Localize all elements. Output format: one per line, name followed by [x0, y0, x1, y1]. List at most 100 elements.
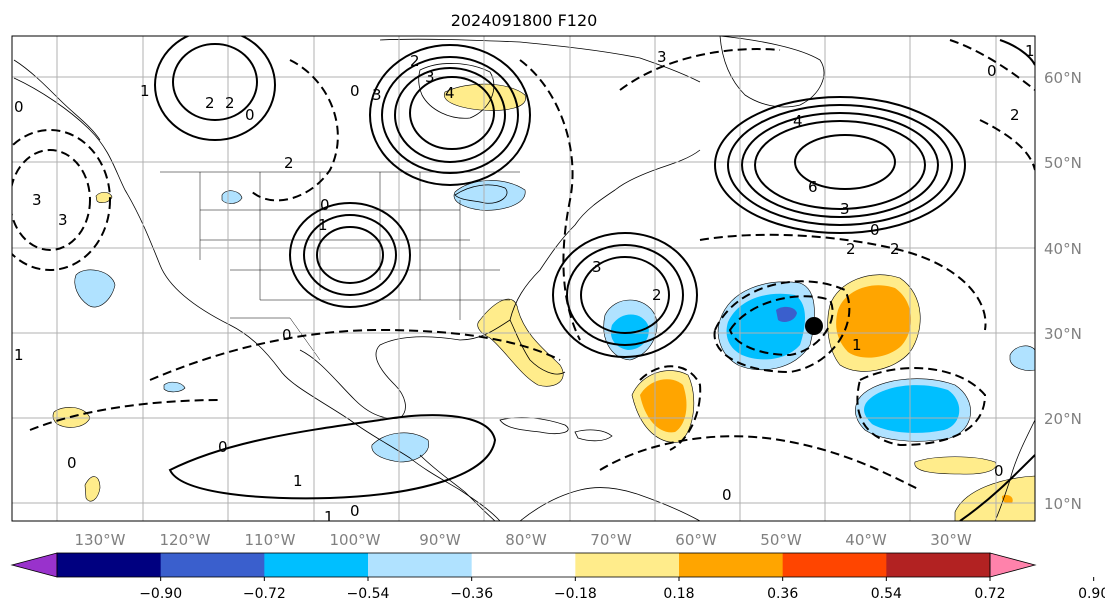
- colorbar-tick-label: −0.90: [139, 586, 182, 602]
- contour-label: 2: [846, 240, 856, 258]
- negative-anomaly-east-edge: [1009, 345, 1035, 371]
- contour-label: 0: [987, 62, 997, 80]
- contour-high-ring-2: [727, 104, 953, 226]
- contour-mid-atlantic: [699, 233, 987, 331]
- contour-atlantic-ring-3: [580, 256, 670, 334]
- longitude-label: 130°W: [75, 531, 126, 549]
- us-state-lines-vertical: [199, 172, 461, 320]
- contour-label: 0: [282, 326, 292, 344]
- colorbar-tick-label: 0.36: [767, 586, 798, 602]
- latitude-label: 30°N: [1044, 325, 1082, 343]
- contour-storm-2: [713, 280, 851, 374]
- negative-anomaly-subtropical-atlantic-core: [864, 385, 960, 433]
- colorbar-tick-label: −0.72: [243, 586, 286, 602]
- contour-high-ring-3: [741, 112, 939, 218]
- longitude-label: 70°W: [590, 531, 632, 549]
- central-america: [419, 454, 496, 521]
- contour-label: 0: [350, 82, 360, 100]
- contour-label: 0: [218, 438, 228, 456]
- longitude-label: 40°W: [845, 531, 887, 549]
- colorbar-segment: [160, 553, 265, 577]
- latitude-label: 60°N: [1044, 69, 1082, 87]
- hispaniola: [574, 429, 613, 442]
- colorbar-segment: [368, 553, 473, 577]
- contour-label: 0: [870, 221, 880, 239]
- longitude-label: 120°W: [160, 531, 211, 549]
- gridlines: [12, 36, 1035, 521]
- gulf-of-mexico-coast: [299, 319, 566, 419]
- contour-label-group: 2 2 1 0 3 4 2 3 0 1 4 6 3 0 2 2 3 2 1 0 …: [14, 42, 1035, 526]
- contour-hudson-ring-2: [381, 56, 519, 174]
- colorbar-segment: [57, 553, 162, 577]
- colorbar-tick-label: −0.54: [347, 586, 390, 602]
- colorbar-tick-label: 0.72: [974, 586, 1005, 602]
- contour-label: 2: [225, 94, 235, 112]
- contour-ne-dashed: [949, 39, 1035, 91]
- colorbar-segment: [679, 553, 784, 577]
- east-coast: [509, 149, 701, 321]
- contour-label: 3: [657, 48, 667, 66]
- contour-label: 2: [410, 52, 420, 70]
- colorbar-segment: [575, 553, 680, 577]
- colorbar-tick-label: −0.18: [554, 586, 597, 602]
- longitude-label: 100°W: [330, 531, 381, 549]
- contour-pacific-tropical: [168, 414, 497, 500]
- contour-gulf: [149, 328, 561, 381]
- contour-label: 0: [67, 454, 77, 472]
- negative-anomaly-mid-atlantic-center: [776, 306, 797, 322]
- contour-africa: [959, 454, 1035, 521]
- map-area: 2 2 1 0 3 4 2 3 0 1 4 6 3 0 2 2 3 2 1 0 …: [12, 36, 1035, 526]
- longitude-label: 30°W: [930, 531, 972, 549]
- longitude-label: 90°W: [419, 531, 461, 549]
- contour-plains-ring-1: [289, 202, 411, 308]
- contour-label: 6: [808, 178, 818, 196]
- contour-label: 0: [320, 196, 330, 214]
- map-frame: [11, 35, 1036, 522]
- negative-anomaly-pacific: [74, 269, 116, 308]
- latitude-label: 40°N: [1044, 240, 1082, 258]
- contour-nw-ring-1: [154, 36, 276, 141]
- contour-label: 1: [140, 82, 150, 100]
- contour-label: 3: [372, 86, 382, 104]
- contour-label: 1: [14, 346, 24, 364]
- contour-storm-1: [728, 295, 834, 357]
- latitude-label: 20°N: [1044, 410, 1082, 428]
- contour-label: 3: [840, 200, 850, 218]
- colorbar: −0.90 −0.72 −0.54 −0.36 −0.18 0.18 0.36 0.54 0.7…: [10, 552, 1105, 602]
- contour-plains-ring-2: [303, 214, 397, 296]
- storm-center-marker: [805, 317, 823, 335]
- colorbar-segment: [264, 553, 369, 577]
- hudson-bay: [418, 63, 495, 119]
- latitude-label: 10°N: [1044, 495, 1082, 513]
- latitude-axis: 60°N 50°N 40°N 30°N 20°N 10°N: [1044, 69, 1082, 513]
- contour-label: 1: [324, 508, 334, 526]
- colorbar-tick-label: 0.18: [663, 586, 694, 602]
- contour-west-trough: [249, 59, 339, 202]
- longitude-label: 60°W: [675, 531, 717, 549]
- colorbar-tick-label: 0.54: [871, 586, 902, 602]
- colorbar-segment: [471, 553, 576, 577]
- contour-east-dashed: [979, 119, 1035, 171]
- contour-low-pacific-1: [12, 129, 111, 271]
- colorbar-frame: [56, 552, 991, 578]
- colorbar-arrow-max: [989, 552, 1037, 578]
- positive-anomaly-tropical-pacific: [84, 476, 101, 502]
- contour-label: 0: [245, 106, 255, 124]
- latitude-label: 50°N: [1044, 154, 1082, 172]
- contour-label: 4: [445, 84, 455, 102]
- contour-east-trough: [519, 59, 581, 341]
- contour-high-ring-4: [754, 120, 926, 210]
- contour-label: 3: [58, 211, 68, 229]
- contour-label: 3: [425, 68, 435, 86]
- negative-anomaly-gulf-honduras: [371, 432, 429, 463]
- positive-anomaly-africa-coast: [914, 456, 997, 475]
- contour-hudson-ring-4: [409, 76, 495, 150]
- contour-label: 3: [592, 258, 602, 276]
- contour-label: 2: [205, 94, 215, 112]
- contour-high-ring-5: [794, 134, 896, 190]
- contour-ne-corner: [999, 39, 1035, 66]
- colorbar-segment: [886, 553, 991, 577]
- greenland-outline: [719, 36, 825, 108]
- contour-label: 3: [32, 191, 42, 209]
